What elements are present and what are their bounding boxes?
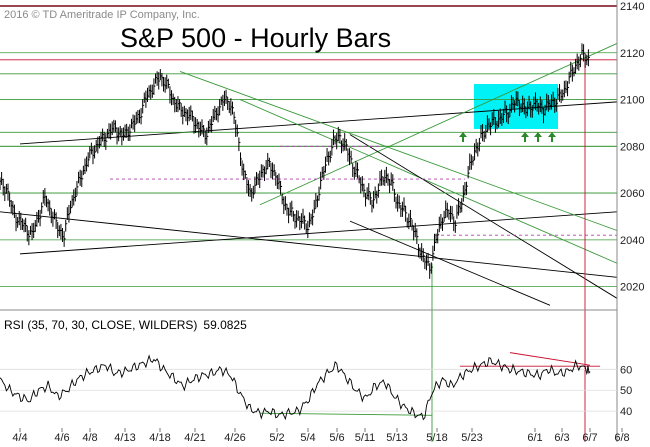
- rsi-series-line: [0, 354, 591, 421]
- up-arrow-icon: [548, 132, 556, 142]
- rsi-y-tick: 60: [620, 364, 632, 376]
- price-plot-area: [0, 0, 617, 310]
- x-tick-label: 4/21: [184, 432, 205, 442]
- x-tick-label: 4/8: [82, 432, 97, 442]
- x-tick-label: 6/3: [554, 432, 569, 442]
- price-y-tick: 2020: [620, 282, 644, 294]
- price-y-tick: 2080: [620, 141, 644, 153]
- rsi-y-axis: 40 50 60: [620, 364, 632, 418]
- x-tick-label: 6/8: [614, 432, 629, 442]
- x-tick-label: 5/13: [386, 432, 407, 442]
- rsi-series-name: RSI (35, 70, 30, CLOSE, WILDERS): [4, 318, 197, 332]
- x-tick-label: 4/13: [114, 432, 135, 442]
- x-axis: 4/4 4/6 4/8 4/13 4/18 4/21 4/26 5/2 5/4 5/6 5/11 5/…: [12, 428, 630, 444]
- chart-title: S&P 500 - Hourly Bars: [120, 23, 391, 53]
- x-tick-label: 5/6: [329, 432, 344, 442]
- rsi-line: [0, 354, 591, 421]
- x-tick-label: 6/1: [527, 432, 542, 442]
- x-tick-label: 4/26: [224, 432, 245, 442]
- rsi-y-tick: 40: [620, 406, 632, 418]
- rsi-last-value: 59.0825: [203, 318, 247, 332]
- price-bars: [0, 43, 590, 279]
- x-tick-label: 5/11: [355, 432, 376, 442]
- trend-line: [239, 99, 618, 264]
- up-arrow-icon: [459, 132, 467, 142]
- rsi-support-line: [259, 412, 433, 416]
- x-tick-label: 5/2: [269, 432, 284, 442]
- price-y-tick: 2100: [620, 95, 644, 107]
- price-y-axis: 2020 2040 2060 2080 2100 2120 2140: [620, 1, 644, 294]
- x-tick-label: 4/4: [12, 432, 27, 442]
- trend-line: [259, 43, 618, 206]
- copyright-text: 2016 © TD Ameritrade IP Company, Inc.: [4, 9, 200, 21]
- rsi-grid: [0, 368, 617, 412]
- trend-line: [19, 211, 618, 255]
- x-tick-label: 5/18: [426, 432, 447, 442]
- x-tick-label: 4/18: [149, 432, 170, 442]
- rsi-panel: RSI (35, 70, 30, CLOSE, WILDERS) 59.0825 …: [0, 318, 632, 421]
- price-panel: 2016 © TD Ameritrade IP Company, Inc. S&…: [0, 0, 644, 442]
- trend-line: [349, 220, 551, 306]
- price-y-tick: 2120: [620, 48, 644, 60]
- price-arrows: [459, 132, 556, 142]
- rsi-y-tick: 50: [620, 385, 632, 397]
- price-y-tick: 2060: [620, 188, 644, 200]
- price-y-tick: 2040: [620, 235, 644, 247]
- x-tick-label: 5/23: [461, 432, 482, 442]
- trend-line: [349, 134, 618, 299]
- up-arrow-icon: [534, 132, 542, 142]
- up-arrow-icon: [521, 132, 529, 142]
- x-tick-label: 5/4: [300, 432, 315, 442]
- price-y-tick: 2140: [620, 1, 644, 13]
- x-tick-label: 6/7: [582, 432, 597, 442]
- trend-line: [179, 71, 618, 231]
- rsi-label: RSI (35, 70, 30, CLOSE, WILDERS) 59.0825: [4, 318, 247, 332]
- trend-line: [19, 101, 618, 145]
- x-tick-label: 4/6: [54, 432, 69, 442]
- trend-line: [0, 211, 618, 278]
